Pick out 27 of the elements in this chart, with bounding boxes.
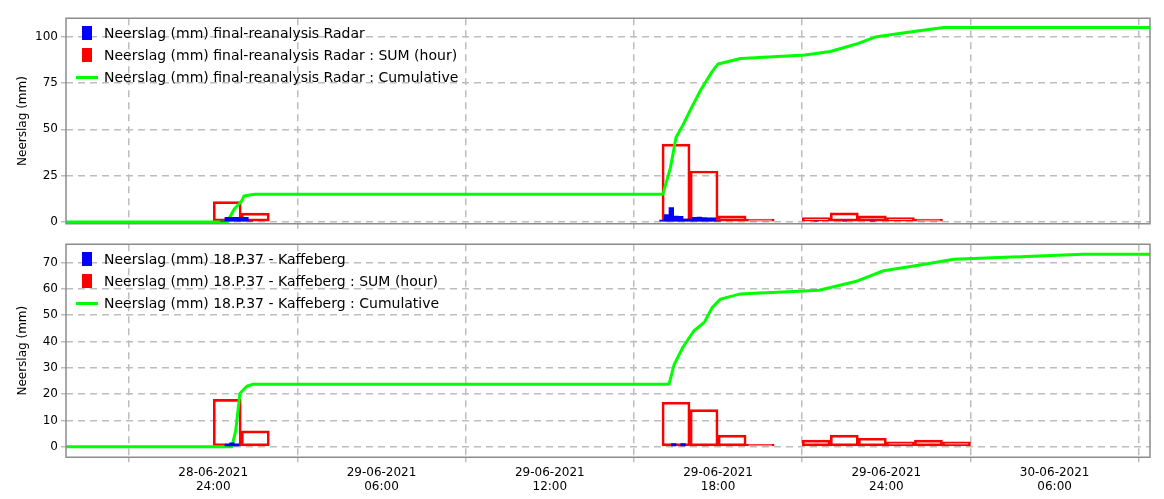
y-tick-label: 0 xyxy=(50,214,58,229)
legend-label: Neerslag (mm) 18.P.37 - Kaffeberg : Cumulative xyxy=(104,294,440,314)
legend-label: Neerslag (mm) final-reanalysis Radar xyxy=(104,24,365,44)
y-tick-label: 70 xyxy=(42,254,58,269)
x-tick-label: 29-06-2021 24:00 xyxy=(851,464,922,493)
x-tick-label: 30-06-2021 06:00 xyxy=(1019,464,1090,493)
y-axis-title: Neerslag (mm) xyxy=(15,305,30,396)
x-tick-label: 29-06-2021 06:00 xyxy=(346,464,417,493)
legend-label: Neerslag (mm) 18.P.37 - Kaffeberg xyxy=(104,250,346,270)
x-tick-label: 29-06-2021 12:00 xyxy=(514,464,585,493)
legend-label: Neerslag (mm) final-reanalysis Radar : SUM (hour) xyxy=(104,46,458,66)
y-tick-label: 25 xyxy=(42,167,58,182)
y-tick-label: 0 xyxy=(50,438,58,453)
legend-label: Neerslag (mm) final-reanalysis Radar : Cumulative xyxy=(104,68,459,88)
y-tick-label: 100 xyxy=(35,28,58,43)
x-tick-label: 28-06-2021 24:00 xyxy=(178,464,249,493)
y-tick-label: 50 xyxy=(42,121,58,136)
y-tick-label: 20 xyxy=(42,386,58,401)
y-tick-label: 30 xyxy=(42,359,58,374)
y-axis-title: Neerslag (mm) xyxy=(15,76,30,166)
y-tick-label: 40 xyxy=(42,333,58,348)
y-tick-label: 75 xyxy=(42,75,58,90)
y-tick-label: 60 xyxy=(42,281,58,296)
y-tick-label: 50 xyxy=(42,307,58,322)
legend-label: Neerslag (mm) 18.P.37 - Kaffeberg : SUM (hour) xyxy=(104,272,438,292)
x-tick-label: 29-06-2021 18:00 xyxy=(683,464,753,493)
y-tick-label: 10 xyxy=(42,412,58,427)
